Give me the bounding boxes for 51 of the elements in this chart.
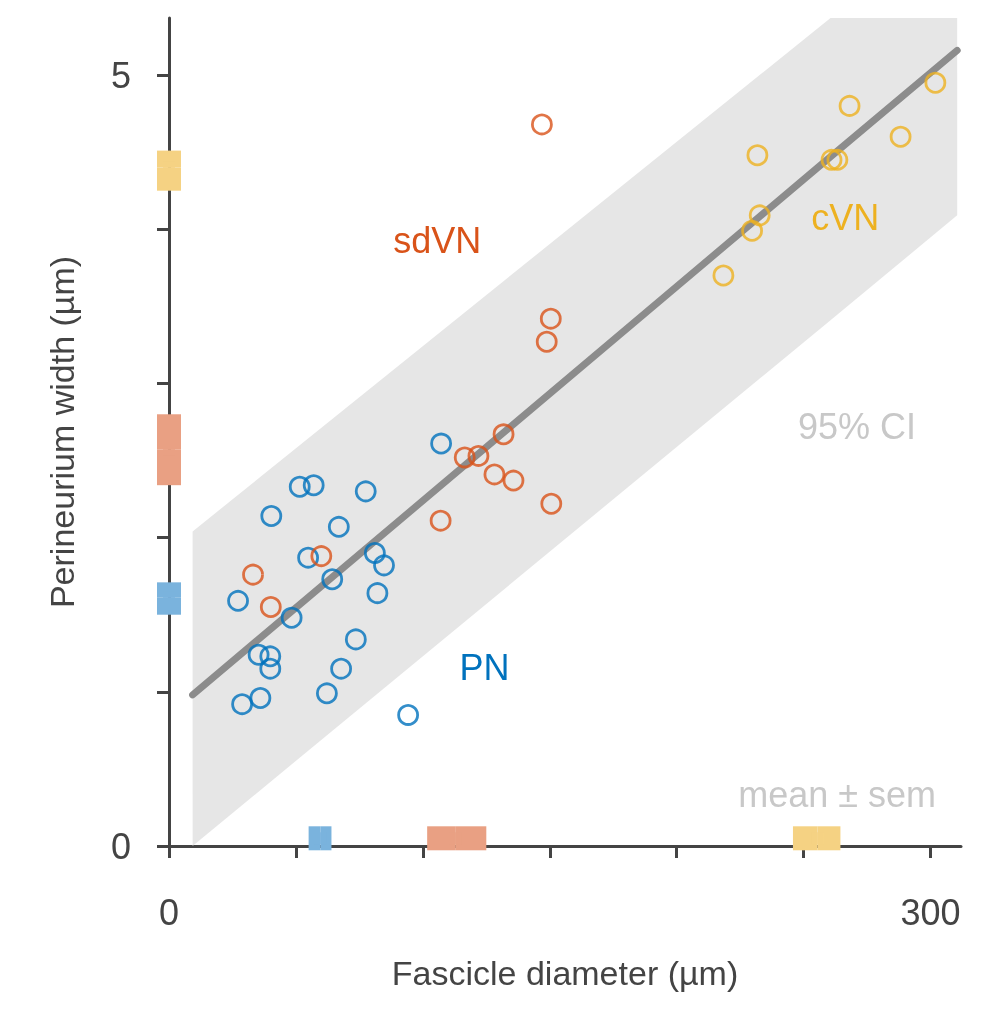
point bbox=[310, 545, 333, 568]
point bbox=[363, 542, 386, 564]
point bbox=[467, 445, 490, 467]
point bbox=[242, 563, 264, 586]
point bbox=[712, 264, 735, 287]
point bbox=[327, 515, 350, 538]
point bbox=[330, 657, 353, 680]
y-axis-title: Perineurium width (µm) bbox=[43, 255, 81, 609]
y-tick-label: 5 bbox=[110, 54, 131, 96]
point bbox=[259, 645, 282, 668]
point bbox=[539, 307, 562, 330]
x-tick-label: 300 bbox=[900, 891, 961, 933]
text: sdVN bbox=[393, 220, 482, 262]
point bbox=[531, 113, 553, 136]
x-axis-title: Fascicle diameter (µm) bbox=[391, 954, 739, 992]
point bbox=[247, 643, 270, 666]
point bbox=[483, 463, 506, 486]
point bbox=[889, 125, 912, 148]
point bbox=[280, 606, 303, 629]
point bbox=[502, 469, 525, 492]
point bbox=[535, 330, 558, 353]
point bbox=[302, 474, 325, 497]
point bbox=[430, 432, 453, 455]
point bbox=[366, 582, 389, 605]
point bbox=[741, 219, 763, 242]
point bbox=[397, 704, 420, 726]
point bbox=[373, 554, 395, 577]
point bbox=[316, 682, 338, 705]
point bbox=[746, 144, 769, 167]
series-label: cVN bbox=[811, 196, 880, 238]
point bbox=[249, 687, 272, 709]
point bbox=[354, 480, 377, 503]
point bbox=[260, 505, 283, 527]
point bbox=[344, 628, 367, 651]
series-label: PN bbox=[459, 646, 510, 688]
point bbox=[321, 568, 344, 591]
point bbox=[259, 657, 282, 680]
point bbox=[429, 509, 452, 532]
point bbox=[748, 204, 771, 227]
point bbox=[924, 71, 947, 94]
point bbox=[540, 492, 563, 515]
point bbox=[826, 148, 849, 171]
point bbox=[297, 546, 320, 569]
point bbox=[259, 596, 282, 618]
point bbox=[231, 693, 254, 716]
point bbox=[492, 423, 515, 446]
point bbox=[227, 589, 249, 612]
point bbox=[453, 446, 476, 469]
point bbox=[838, 94, 861, 117]
point bbox=[820, 148, 843, 171]
point bbox=[288, 475, 311, 498]
